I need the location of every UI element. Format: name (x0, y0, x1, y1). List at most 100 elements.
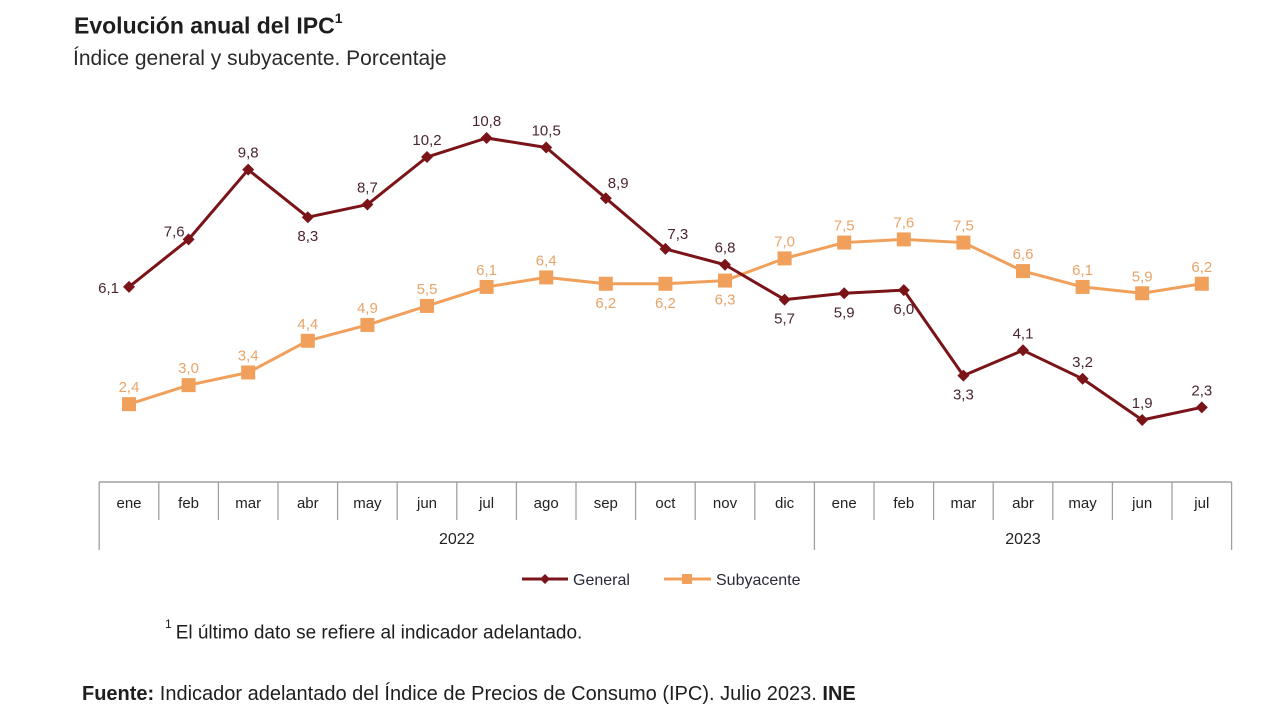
series-line-subyacente (128, 237, 1203, 406)
data-label-general: 4,1 (1013, 325, 1034, 342)
data-point-general (123, 280, 135, 293)
x-tick-label: oct (655, 495, 676, 512)
data-point-subyacente (122, 397, 136, 412)
data-point-subyacente (539, 270, 554, 285)
data-point-subyacente (837, 235, 852, 250)
data-label-general: 10,8 (472, 113, 501, 130)
x-tick-label: ene (116, 495, 141, 512)
data-label-general: 10,5 (532, 123, 561, 140)
chart-title: Evolución anual del IPC1 (74, 10, 343, 40)
data-point-general (421, 151, 433, 164)
legend-marker-general (540, 574, 550, 584)
x-tick-label: jun (1131, 495, 1152, 512)
data-point-general (361, 198, 374, 211)
data-point-general (1195, 401, 1208, 414)
data-label-subyacente: 6,2 (1191, 259, 1212, 276)
data-point-general (778, 293, 791, 306)
data-label-general: 8,9 (608, 175, 629, 192)
data-point-general (897, 284, 910, 297)
year-label: 2022 (439, 531, 475, 548)
x-axis-table: ene feb mar abr may jun jul ago sep oct nov dic ene f… (98, 481, 1233, 550)
x-tick-label: ago (534, 495, 559, 512)
legend-label-subyacente: Subyacente (716, 572, 801, 589)
series-layer (122, 132, 1209, 426)
x-tick-label: sep (594, 495, 618, 512)
data-label-general: 3,3 (953, 387, 974, 404)
data-label-general: 3,2 (1072, 354, 1093, 371)
legend-label-general: General (573, 572, 630, 589)
legend: General Subyacente (522, 572, 801, 589)
data-point-subyacente (1075, 279, 1090, 294)
data-label-subyacente: 6,4 (536, 252, 557, 269)
data-label-general: 5,9 (834, 304, 855, 321)
x-tick-label: mar (950, 495, 976, 512)
data-label-subyacente: 7,0 (774, 233, 795, 250)
x-tick-label: dic (775, 495, 795, 512)
data-label-subyacente: 5,9 (1132, 268, 1153, 285)
data-label-subyacente: 6,6 (1013, 246, 1034, 263)
source-label: Fuente: (82, 683, 155, 705)
data-point-subyacente (420, 298, 434, 313)
data-point-general (719, 258, 731, 271)
data-point-general (1076, 372, 1089, 385)
data-label-general: 6,8 (715, 240, 736, 257)
data-label-subyacente: 7,5 (834, 218, 855, 235)
data-label-subyacente: 2,4 (119, 379, 140, 396)
x-tick-label: ene (832, 495, 857, 512)
data-label-subyacente: 3,0 (178, 360, 199, 377)
x-tick-label: jun (416, 495, 437, 512)
chart-title-text: Evolución anual del IPC (74, 12, 335, 39)
data-point-subyacente (956, 235, 971, 250)
chart-subtitle: Índice general y subyacente. Porcentaje (73, 47, 447, 70)
data-label-subyacente: 4,4 (297, 316, 318, 333)
data-point-general (301, 211, 314, 224)
data-point-general (659, 242, 672, 255)
data-label-subyacente: 3,4 (238, 347, 259, 364)
footnote-marker: 1 (165, 617, 172, 631)
legend-marker-subyacente (682, 574, 692, 584)
data-point-general (838, 287, 851, 300)
data-label-subyacente: 5,5 (417, 281, 438, 298)
data-point-subyacente (777, 251, 792, 266)
data-point-subyacente (360, 317, 375, 332)
data-point-subyacente (1194, 276, 1209, 291)
data-point-subyacente (658, 276, 673, 291)
data-point-subyacente (598, 276, 613, 291)
data-point-subyacente (1016, 264, 1030, 279)
data-point-general (1017, 344, 1029, 357)
data-point-general (540, 141, 553, 154)
data-label-general: 7,6 (164, 223, 185, 240)
data-label-general: 8,3 (297, 228, 318, 245)
data-point-subyacente (1135, 286, 1150, 301)
year-label: 2023 (1005, 531, 1041, 548)
data-point-general (1136, 414, 1149, 426)
data-label-subyacente: 7,6 (893, 214, 914, 231)
x-tick-label: may (1068, 495, 1097, 512)
data-point-subyacente (300, 333, 315, 348)
data-point-general (480, 132, 493, 144)
data-point-subyacente (479, 279, 494, 294)
data-label-subyacente: 6,1 (1072, 262, 1093, 279)
title-footnote-marker: 1 (334, 10, 343, 26)
x-tick-label: jul (478, 495, 494, 512)
data-label-general: 8,7 (357, 180, 378, 197)
source-org: INE (822, 683, 856, 705)
data-label-general: 9,8 (238, 145, 259, 162)
x-tick-label: jul (1193, 495, 1209, 512)
x-tick-label: mar (235, 495, 261, 512)
footnote-text: El último dato se refiere al indicador a… (175, 622, 583, 644)
x-tick-label: may (353, 495, 382, 512)
data-point-subyacente (241, 365, 256, 380)
data-label-subyacente: 6,3 (715, 292, 736, 309)
x-tick-label: feb (178, 495, 199, 512)
data-label-general: 10,2 (412, 132, 441, 149)
data-label-general: 6,0 (893, 301, 914, 318)
data-label-subyacente: 6,1 (476, 262, 497, 279)
data-point-general (599, 192, 612, 205)
data-point-subyacente (718, 273, 732, 288)
data-point-subyacente (896, 232, 911, 247)
x-tick-label: feb (893, 495, 914, 512)
data-label-subyacente: 7,5 (953, 218, 974, 235)
x-tick-label: abr (297, 495, 319, 512)
